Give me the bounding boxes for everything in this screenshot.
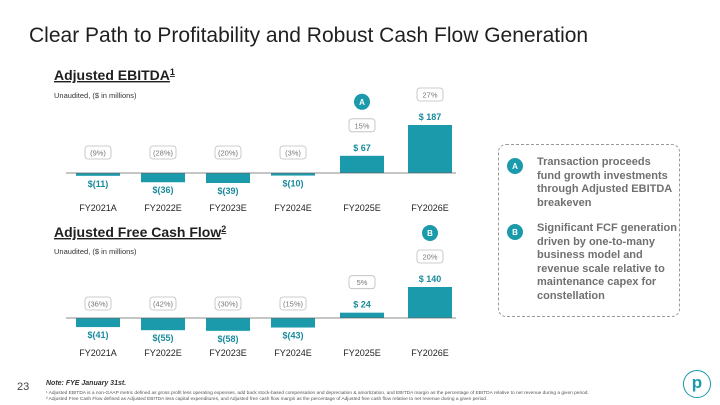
bar-0-3 [271,173,315,176]
margin-label-1-2: (30%) [218,300,239,309]
bar-1-3 [271,318,315,328]
category-label-1-1: FY2022E [144,348,182,358]
company-logo: p [683,370,711,398]
callout-marker-b: B [507,224,523,240]
data-label-1-1: $(55) [152,333,173,343]
category-label-0-3: FY2024E [274,203,312,213]
callout-item-b: B Significant FCF generation driven by o… [507,222,677,303]
margin-box-0-1 [149,145,177,160]
chart-marker-label-0: A [359,98,365,107]
bar-0-1 [141,173,185,183]
margin-box-0-5 [416,87,444,102]
footnote-2: ² Adjusted Free Cash Flow defined as Adj… [46,397,488,402]
category-label-0-2: FY2023E [209,203,247,213]
data-label-1-2: $(58) [217,334,238,344]
margin-box-1-4 [348,275,376,290]
data-label-0-3: $(10) [282,179,303,189]
note-text: Note: FYE January 31st. [46,380,127,387]
category-label-0-0: FY2021A [79,203,117,213]
category-label-0-1: FY2022E [144,203,182,213]
chart-title-sup-0: 1 [170,67,175,77]
bar-1-2 [206,318,250,331]
data-label-0-2: $(39) [217,186,238,196]
margin-box-0-3 [279,145,307,160]
margin-label-0-3: (3%) [285,149,301,158]
chart-title-0: Adjusted EBITDA1 [54,67,175,83]
data-label-0-0: $(11) [88,179,109,189]
callout-item-a: A Transaction proceeds fund growth inves… [507,156,677,210]
category-label-0-4: FY2025E [343,203,381,213]
chart-marker-label-1: B [427,229,433,238]
category-label-1-3: FY2024E [274,348,312,358]
margin-box-1-0 [84,296,112,311]
chart-subtitle-0: Unaudited, ($ in millions) [54,91,137,100]
margin-label-0-4: 15% [354,121,369,130]
bar-1-5 [408,287,452,318]
data-label-1-3: $(43) [282,331,303,341]
margin-box-1-5 [416,249,444,264]
chart-marker-1 [422,225,438,241]
logo-letter: p [691,373,703,392]
bar-0-5 [408,125,452,173]
page-title: Clear Path to Profitability and Robust C… [29,24,589,47]
bar-0-0 [76,173,120,176]
callout-text-b: Significant FCF generation driven by one… [537,222,677,302]
data-label-1-0: $(41) [87,330,108,340]
callout-box: A Transaction proceeds fund growth inves… [498,144,680,317]
category-label-0-5: FY2026E [411,203,449,213]
data-label-1-5: $ 140 [419,274,442,284]
margin-box-1-3 [279,296,307,311]
bar-1-1 [141,318,185,331]
fcf-chart: Adjusted Free Cash Flow2 Unaudited, ($ in… [54,224,456,358]
margin-label-0-1: (28%) [153,149,174,158]
bar-1-4 [340,312,384,318]
footnote-1: ¹ Adjusted EBITDA is a non-GAAP metric d… [46,391,589,396]
margin-label-1-3: (15%) [283,300,304,309]
page-number: 23 [17,381,30,393]
margin-label-0-0: (9%) [90,149,106,158]
chart-title-sup-1: 2 [221,224,226,234]
margin-label-1-4: 5% [357,278,368,287]
chart-subtitle-1: Unaudited, ($ in millions) [54,247,137,256]
callout-marker-a: A [507,158,523,174]
category-label-1-5: FY2026E [411,348,449,358]
bar-0-4 [340,155,384,173]
category-label-1-4: FY2025E [343,348,381,358]
data-label-0-4: $ 67 [353,143,371,153]
chart-marker-0 [354,93,370,110]
margin-label-1-5: 20% [422,253,437,262]
margin-box-1-2 [214,296,242,311]
margin-box-1-1 [149,296,177,311]
margin-label-0-2: (20%) [218,149,239,158]
margin-label-1-1: (42%) [153,300,174,309]
category-label-1-0: FY2021A [79,348,117,358]
data-label-1-4: $ 24 [353,300,371,310]
margin-box-0-2 [214,145,242,160]
bar-1-0 [76,318,120,328]
callout-text-a: Transaction proceeds fund growth investm… [537,156,672,209]
data-label-0-1: $(36) [152,185,173,195]
margin-box-0-4 [348,118,376,133]
margin-label-0-5: 27% [422,91,437,100]
category-label-1-2: FY2023E [209,348,247,358]
data-label-0-5: $ 187 [419,112,442,122]
margin-label-1-0: (36%) [88,300,109,309]
chart-title-1: Adjusted Free Cash Flow2 [54,224,226,240]
margin-box-0-0 [84,145,112,160]
bar-0-2 [206,173,250,184]
ebitda-chart: Adjusted EBITDA1 Unaudited, ($ in million… [54,67,456,213]
